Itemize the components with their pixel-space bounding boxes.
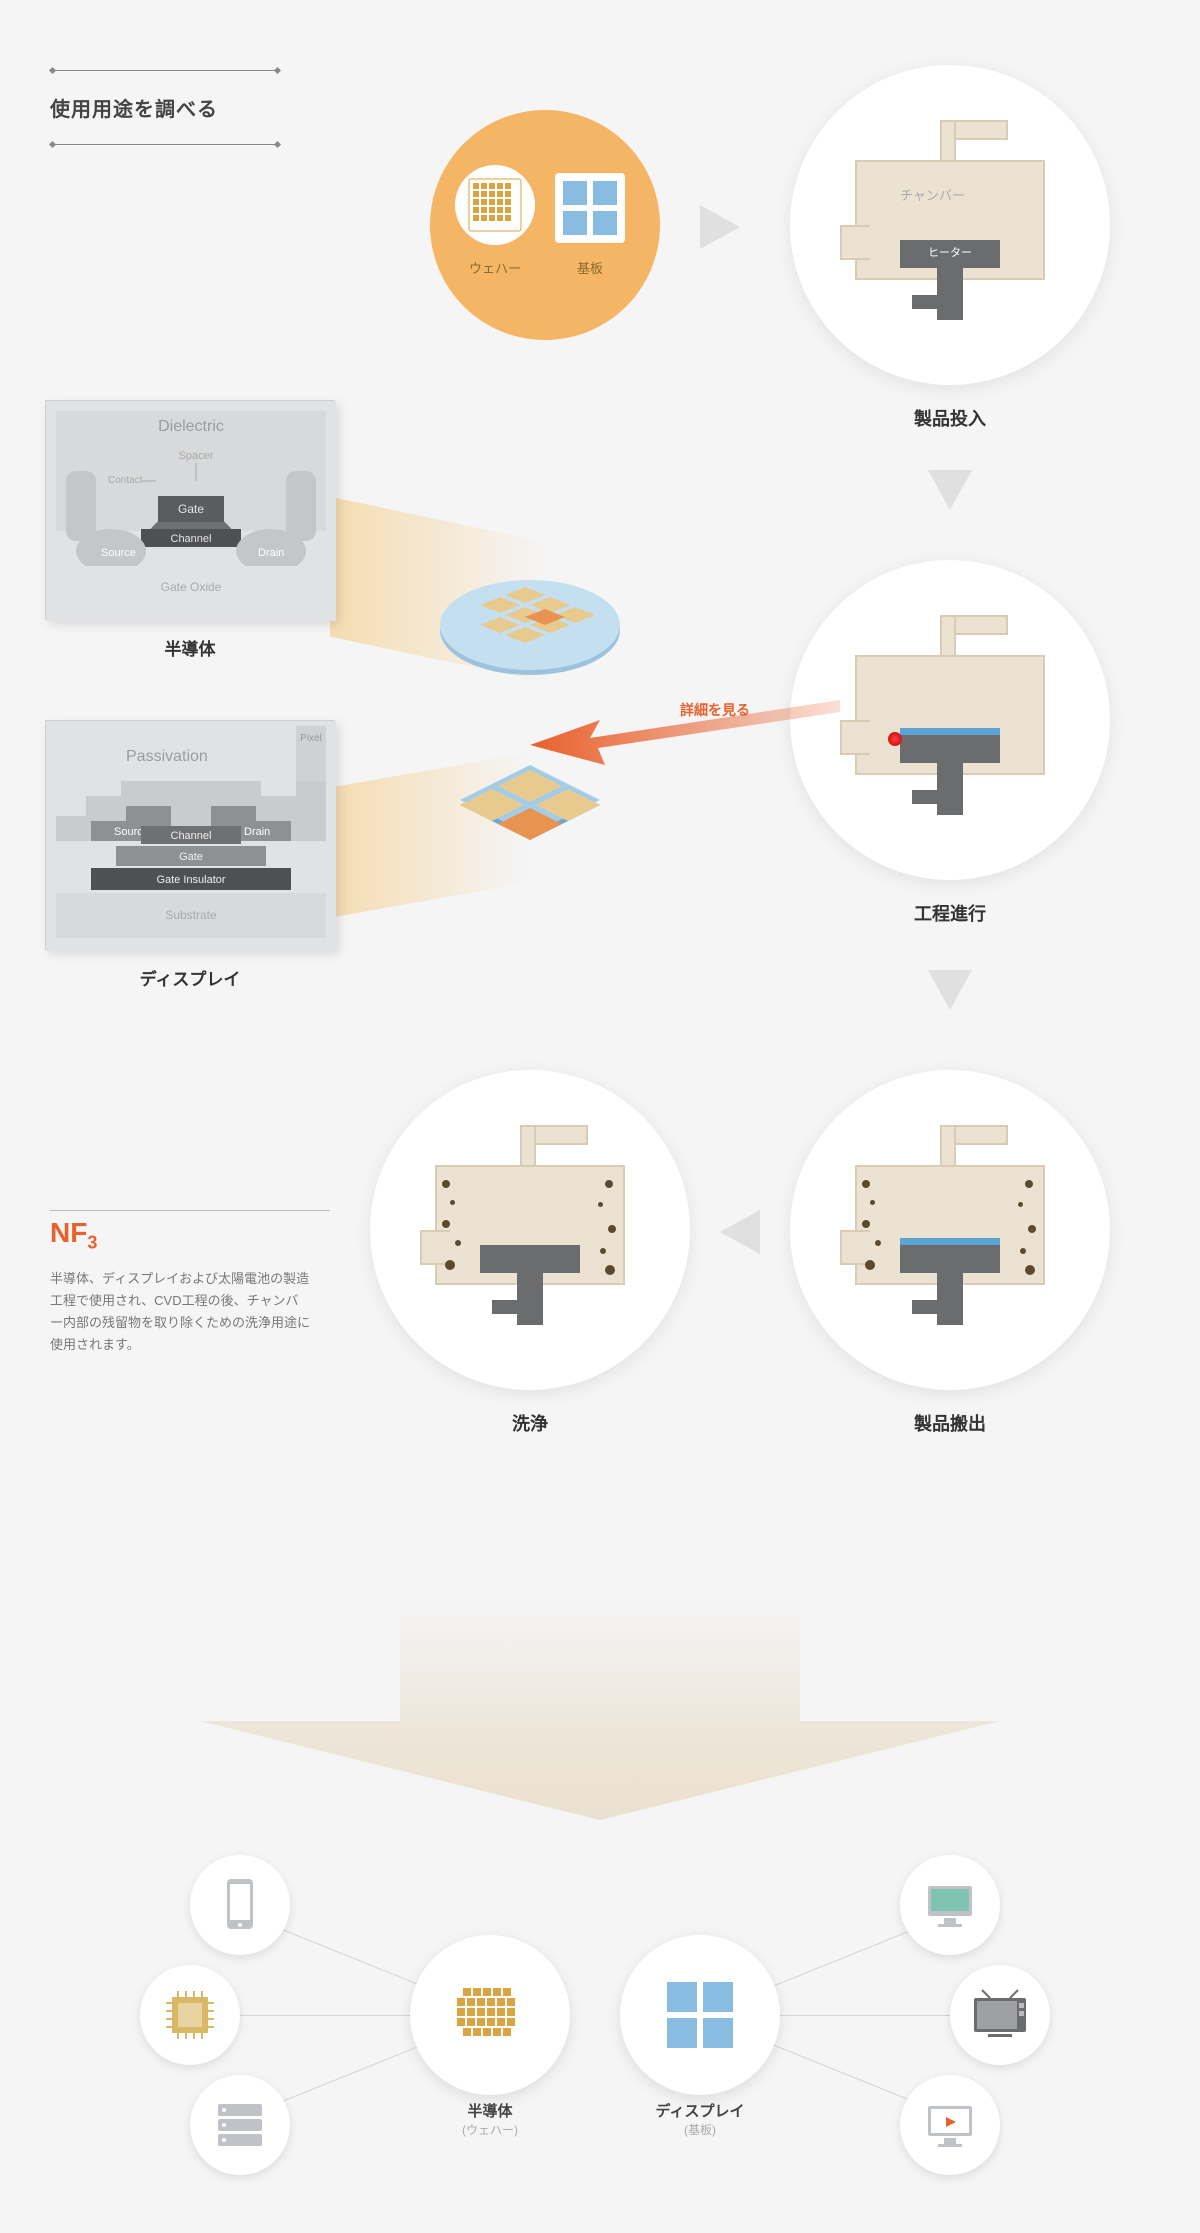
applications-network: 半導体 (ウェハー) ディスプレイ (基板): [0, 1800, 1200, 2230]
svg-text:Gate: Gate: [178, 502, 204, 516]
svg-text:Dielectric: Dielectric: [158, 418, 224, 435]
nf3-description: 半導体、ディスプレイおよび太陽電池の製造工程で使用され、CVD工程の後、チャンバ…: [50, 1268, 310, 1356]
chip-icon: [140, 1965, 240, 2065]
detail-link[interactable]: 詳細を見る: [680, 700, 750, 720]
chamber-diagram-clean: [420, 1130, 640, 1330]
center-wafer-node: [410, 1935, 570, 2095]
svg-text:Passivation: Passivation: [126, 748, 208, 765]
nf3-title: NF: [50, 1217, 87, 1248]
page-title-block: 使用用途を調べる: [50, 70, 280, 145]
arrow-icon: [720, 1210, 760, 1254]
arrow-icon: [700, 205, 740, 249]
tv-icon: [950, 1965, 1050, 2065]
center-right-sub: (基板): [620, 2121, 780, 2138]
step1-label: 製品投入: [850, 405, 1050, 431]
svg-text:Source: Source: [101, 547, 136, 559]
step4-label: 洗浄: [430, 1410, 630, 1436]
step2-label: 工程進行: [850, 900, 1050, 926]
svg-text:Channel: Channel: [171, 533, 212, 545]
wafer-substrate-icon: ウェハー 基板: [445, 155, 645, 295]
nf3-info: NF3 半導体、ディスプレイおよび太陽電池の製造工程で使用され、CVD工程の後、…: [50, 1210, 310, 1356]
arrow-icon: [928, 470, 972, 510]
arrow-icon: [928, 970, 972, 1010]
svg-text:Gate Oxide: Gate Oxide: [161, 580, 222, 594]
svg-text:Gate Insulator: Gate Insulator: [156, 874, 225, 886]
svg-text:ウェハー: ウェハー: [469, 261, 521, 276]
chamber-diagram-process: [840, 620, 1060, 820]
server-icon: [190, 2075, 290, 2175]
svg-text:Contact: Contact: [108, 475, 143, 486]
step3-node: [790, 1070, 1110, 1390]
semiconductor-label: 半導体: [45, 635, 335, 660]
chamber-diagram-unload: [840, 1130, 1060, 1330]
center-left-sub: (ウェハー): [410, 2121, 570, 2138]
center-left-title: 半導体: [410, 2100, 570, 2121]
center-display-node: [620, 1935, 780, 2095]
step3-label: 製品搬出: [850, 1410, 1050, 1436]
svg-text:Channel: Channel: [171, 830, 212, 842]
svg-text:Drain: Drain: [244, 826, 270, 838]
svg-text:Gate: Gate: [179, 851, 203, 863]
display-panel: Pixel Passivation Source Drain Channel G…: [45, 720, 335, 950]
monitor-icon: [900, 1855, 1000, 1955]
input-materials-node: ウェハー 基板: [430, 110, 660, 340]
phone-icon: [190, 1855, 290, 1955]
semiconductor-panel: Dielectric Spacer Contact Gate Channel S…: [45, 400, 335, 620]
display-label: ディスプレイ: [45, 965, 335, 990]
chamber-diagram: チャンバー ヒーター: [840, 125, 1060, 325]
gradient-arrow-icon: [200, 1600, 1000, 1820]
pc-icon: [900, 2075, 1000, 2175]
svg-text:Spacer: Spacer: [179, 450, 214, 462]
page-title: 使用用途を調べる: [50, 71, 280, 144]
svg-text:基板: 基板: [577, 261, 603, 276]
step4-node: [370, 1070, 690, 1390]
wafer-iso-icon: [430, 570, 630, 690]
svg-text:Substrate: Substrate: [165, 908, 217, 922]
center-right-title: ディスプレイ: [620, 2100, 780, 2121]
svg-text:Drain: Drain: [258, 547, 284, 559]
svg-text:Pixel: Pixel: [300, 733, 322, 744]
substrate-iso-icon: [450, 760, 610, 870]
step1-node: チャンバー ヒーター: [790, 65, 1110, 385]
